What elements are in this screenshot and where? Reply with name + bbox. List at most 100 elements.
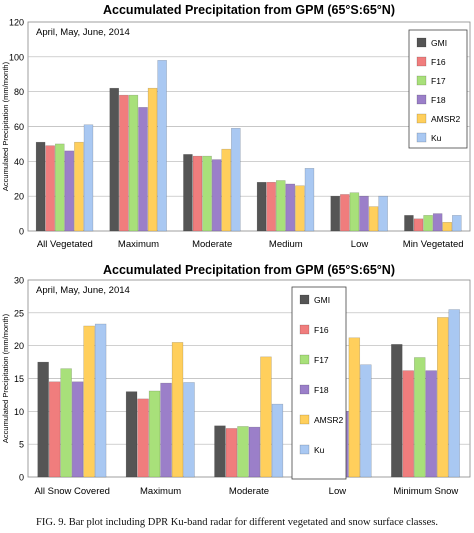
legend: GMI F16 F17 F18 AMSR2 Ku <box>291 286 347 480</box>
y-tick-label: 20 <box>14 192 24 202</box>
bar-f18-2 <box>138 107 148 232</box>
y-tick-label: 10 <box>14 407 24 417</box>
x-tick-label: All Snow Covered <box>34 486 110 497</box>
bar-f16-3 <box>225 428 238 478</box>
legend-label: GMI <box>431 38 447 48</box>
bar-amsr2-1 <box>83 325 95 478</box>
legend-swatch <box>299 414 310 425</box>
x-tick-label: All Vegetated <box>37 239 93 250</box>
y-tick-label: 100 <box>9 52 24 62</box>
bar-f16-4 <box>266 181 276 232</box>
legend-swatch <box>299 444 310 455</box>
legend-swatch <box>416 56 427 67</box>
bar-gmi-3 <box>183 154 193 232</box>
bar-f17-2 <box>128 94 139 232</box>
legend-label: F17 <box>314 355 329 365</box>
bar-f18-1 <box>64 150 75 232</box>
x-tick-label: Moderate <box>192 239 232 250</box>
legend-swatch <box>299 324 310 335</box>
bar-f17-3 <box>202 155 212 232</box>
bar-f16-6 <box>413 218 424 232</box>
legend-label: F18 <box>314 385 329 395</box>
bar-ku-3 <box>271 403 284 478</box>
bar-gmi-5 <box>391 344 403 478</box>
bar-ku-1 <box>94 323 107 478</box>
bar-f17-1 <box>55 143 65 232</box>
bar-amsr2-6 <box>442 222 452 232</box>
chart-title: Accumulated Precipitation from GPM (65°S… <box>103 263 395 277</box>
figure-caption: FIG. 9. Bar plot including DPR Ku-band r… <box>36 517 438 528</box>
bar-amsr2-4 <box>295 185 305 232</box>
legend-label: GMI <box>314 295 330 305</box>
bar-gmi-1 <box>35 141 46 232</box>
legend-label: Ku <box>431 133 442 143</box>
x-tick-label: Low <box>329 486 347 497</box>
x-tick-label: Medium <box>269 239 303 250</box>
bar-ku-4 <box>360 364 372 478</box>
x-tick-label: Maximum <box>140 486 181 497</box>
bar-f17-6 <box>423 215 433 232</box>
legend-label: AMSR2 <box>431 114 461 124</box>
bar-f18-5 <box>359 195 369 232</box>
bar-f18-2 <box>160 382 172 478</box>
chart-title: Accumulated Precipitation from GPM (65°S… <box>103 3 395 17</box>
bar-f18-3 <box>248 426 261 478</box>
bar-f16-2 <box>119 94 129 232</box>
legend-label: F16 <box>431 57 446 67</box>
legend-label: F17 <box>431 76 446 86</box>
bar-amsr2-1 <box>74 141 84 232</box>
y-tick-label: 30 <box>14 276 24 286</box>
bar-amsr2-5 <box>368 206 379 232</box>
bar-f18-5 <box>425 370 437 478</box>
bar-amsr2-3 <box>221 148 231 232</box>
bar-gmi-5 <box>330 195 340 232</box>
bar-ku-6 <box>452 215 462 232</box>
bar-gmi-2 <box>109 87 119 232</box>
legend-swatch <box>299 294 310 305</box>
bar-gmi-3 <box>214 425 226 478</box>
bar-f18-6 <box>432 213 443 232</box>
date-annotation: April, May, June, 2014 <box>36 285 130 296</box>
bar-gmi-2 <box>125 391 138 478</box>
x-tick-label: Moderate <box>229 486 269 497</box>
bar-f17-2 <box>148 390 161 478</box>
y-axis-label: Accumulated Precipitation (mm/month) <box>1 61 10 191</box>
y-tick-label: 15 <box>14 374 24 384</box>
bar-gmi-4 <box>256 181 267 232</box>
chart-panel-2: Accumulated Precipitation from GPM (65°S… <box>1 263 471 497</box>
bar-f17-5 <box>414 357 426 478</box>
bar-f16-2 <box>137 398 149 478</box>
bar-f18-1 <box>71 381 84 478</box>
bar-f18-4 <box>285 183 296 232</box>
bar-gmi-6 <box>404 215 414 232</box>
legend-label: F16 <box>314 325 329 335</box>
bar-ku-2 <box>183 382 195 478</box>
y-tick-label: 40 <box>14 157 24 167</box>
bar-f17-4 <box>276 180 286 232</box>
legend: GMI F16 F17 F18 AMSR2 Ku <box>408 29 468 149</box>
x-tick-label: Maximum <box>118 239 159 250</box>
bar-ku-3 <box>231 127 241 232</box>
legend-swatch <box>416 132 427 143</box>
bar-f16-5 <box>340 194 350 232</box>
bar-ku-1 <box>83 124 94 232</box>
bar-f17-5 <box>349 192 360 232</box>
bar-amsr2-5 <box>437 317 449 478</box>
legend-swatch <box>416 94 427 105</box>
legend-swatch <box>299 354 310 365</box>
bar-f16-1 <box>48 381 61 478</box>
bar-ku-4 <box>304 168 315 232</box>
y-tick-label: 25 <box>14 308 24 318</box>
bar-f16-3 <box>192 155 203 232</box>
y-tick-label: 80 <box>14 87 24 97</box>
y-tick-label: 120 <box>9 18 24 28</box>
bar-amsr2-2 <box>147 87 158 232</box>
legend-swatch <box>416 113 427 124</box>
x-tick-label: Minimum Snow <box>393 486 458 497</box>
bar-f16-5 <box>402 370 414 478</box>
bar-f16-1 <box>45 145 55 232</box>
bar-f17-1 <box>60 368 72 478</box>
chart-panel-1: Accumulated Precipitation from GPM (65°S… <box>1 3 471 250</box>
date-annotation: April, May, June, 2014 <box>36 27 130 38</box>
